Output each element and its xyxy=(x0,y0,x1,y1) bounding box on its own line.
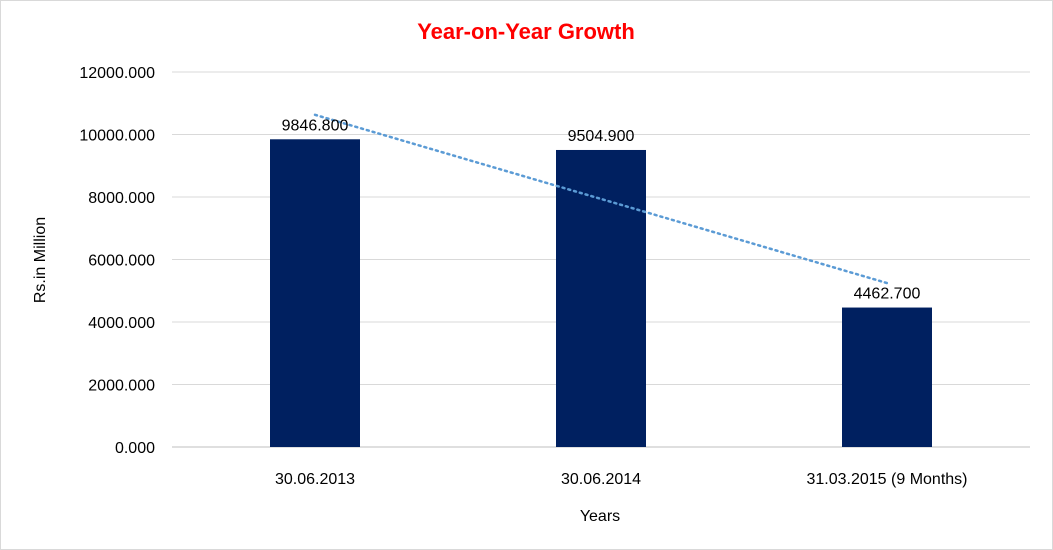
bar xyxy=(270,139,360,447)
chart-title: Year-on-Year Growth xyxy=(417,19,635,44)
x-tick-label: 30.06.2014 xyxy=(561,471,641,488)
y-axis-label: Rs.in Million xyxy=(32,217,49,303)
y-tick-label: 0.000 xyxy=(115,440,155,457)
bar xyxy=(842,307,932,447)
y-tick-label: 2000.000 xyxy=(88,378,155,395)
y-tick-label: 8000.000 xyxy=(88,190,155,207)
y-tick-label: 12000.000 xyxy=(79,65,155,82)
data-label: 9846.800 xyxy=(282,117,349,134)
data-label: 4462.700 xyxy=(854,286,921,303)
x-axis-label: Years xyxy=(580,508,620,525)
y-tick-label: 10000.000 xyxy=(79,128,155,145)
bar xyxy=(556,149,646,448)
data-label: 9504.900 xyxy=(568,128,635,145)
x-tick-label: 31.03.2015 (9 Months) xyxy=(807,471,968,488)
y-tick-label: 6000.000 xyxy=(88,253,155,270)
x-tick-label: 30.06.2013 xyxy=(275,471,355,488)
trendline xyxy=(313,113,889,285)
y-tick-label: 4000.000 xyxy=(88,315,155,332)
